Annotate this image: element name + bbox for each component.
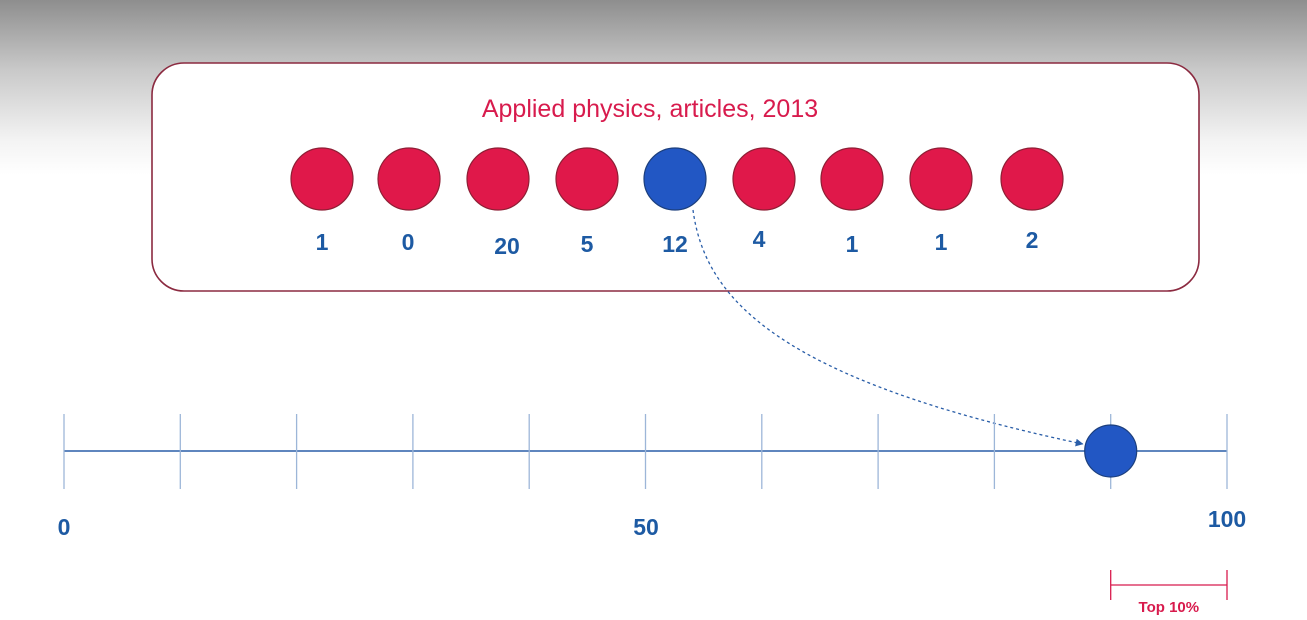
- article-citation-label: 5: [581, 231, 594, 257]
- article-set-title: Applied physics, articles, 2013: [482, 95, 818, 123]
- article-citation-label: 4: [753, 226, 766, 252]
- article-circle: [732, 147, 796, 211]
- percentile-marker: [1084, 424, 1138, 478]
- axis-label-min: 0: [58, 514, 71, 540]
- axis-ticks: [63, 414, 1228, 489]
- top-10-label: Top 10%: [1139, 599, 1200, 616]
- article-circle: [1000, 147, 1064, 211]
- article-row: 1 0 20 5 12 4 1 1 2: [290, 147, 1064, 259]
- article-citation-label: 20: [494, 233, 520, 259]
- connector-arrow: [692, 209, 1084, 447]
- article-citation-label: 1: [935, 229, 948, 255]
- article-circle: [909, 147, 973, 211]
- axis-label-mid: 50: [633, 514, 659, 540]
- top-10-bracket: Top 10%: [1110, 570, 1228, 616]
- article-citation-label: 1: [846, 231, 859, 257]
- article-citation-label: 0: [402, 229, 415, 255]
- axis-label-max: 100: [1208, 506, 1246, 532]
- article-citation-label: 2: [1026, 227, 1039, 253]
- article-circle: [290, 147, 354, 211]
- article-citation-label: 12: [662, 231, 688, 257]
- article-circle: [466, 147, 530, 211]
- article-citation-label: 1: [316, 229, 329, 255]
- article-circle: [555, 147, 619, 211]
- article-circle-highlighted: [643, 147, 707, 211]
- article-circle: [820, 147, 884, 211]
- article-circle: [377, 147, 441, 211]
